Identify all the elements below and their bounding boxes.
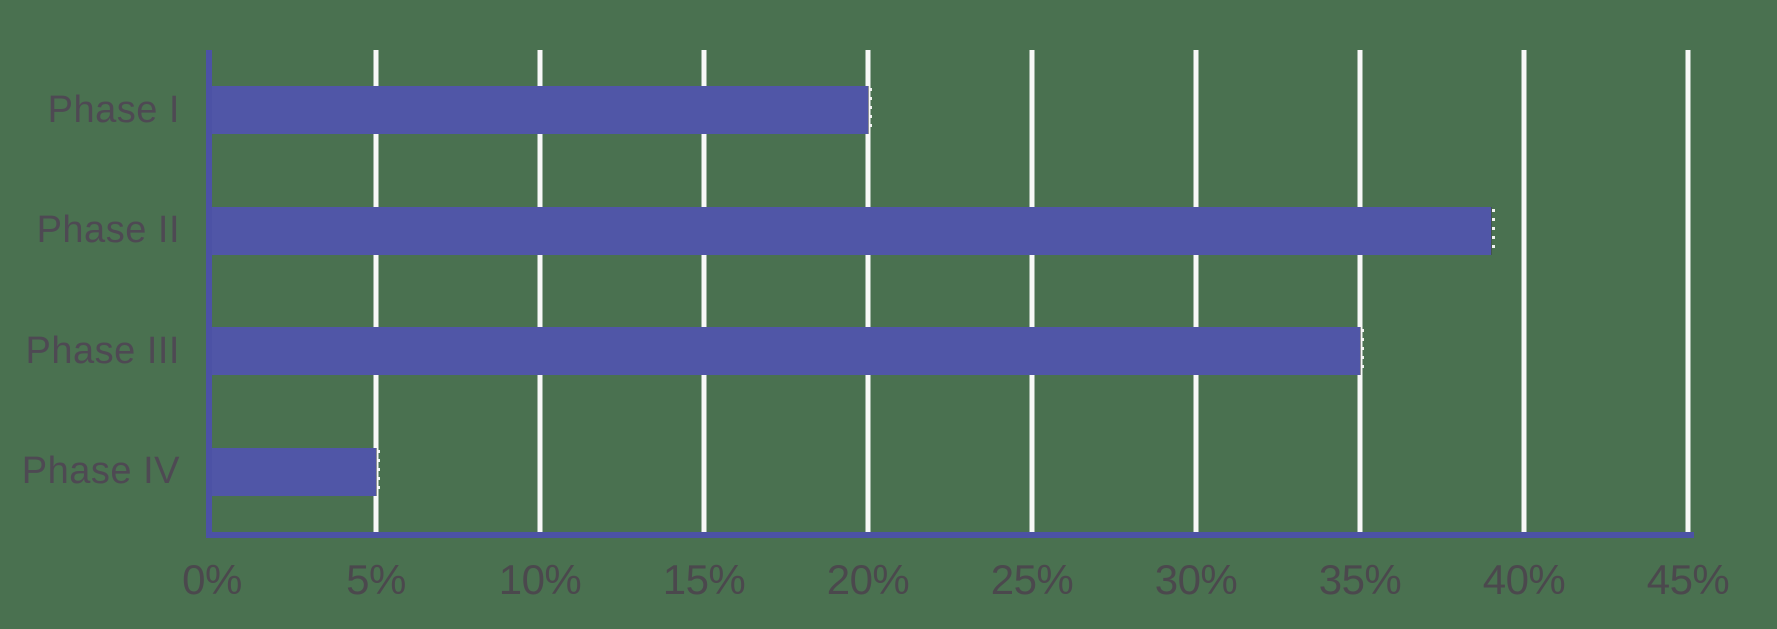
x-tick-label: 30% [1154,556,1238,603]
x-tick-label: 35% [1318,556,1402,603]
bar-band [212,171,1688,292]
bar-band [212,412,1688,533]
x-tick-label: 40% [1482,556,1566,603]
x-tick-label: 45% [1646,556,1730,603]
y-axis-line [206,50,212,538]
bar-phase-i [212,86,872,135]
bar-phase-ii [212,206,1496,255]
gridline [373,50,379,532]
category-label: Phase IV [21,450,180,493]
gridline [537,50,543,532]
bar-band [212,50,1688,171]
x-axis-line [206,532,1694,538]
gridline [1685,50,1691,532]
bar-phase-iii [212,327,1364,376]
x-tick-label: 25% [990,556,1074,603]
gridline [1357,50,1363,532]
x-tick-label: 0% [182,556,242,603]
gridline [865,50,871,532]
category-label: Phase I [47,88,180,131]
gridline [701,50,707,532]
category-label: Phase III [25,329,180,372]
y-axis-labels: Phase I Phase II Phase III Phase IV [0,50,180,532]
category-label: Phase II [36,209,180,252]
plot-area [212,50,1691,533]
bar-phase-iv [212,447,380,496]
x-tick-label: 15% [662,556,746,603]
gridline [1029,50,1035,532]
x-tick-label: 5% [346,556,406,603]
gridline [1193,50,1199,532]
gridline [1521,50,1527,532]
x-axis-labels: 0% 5% 10% 15% 20% 25% 30% 35% 40% 45% [182,552,1730,612]
x-tick-label: 20% [826,556,910,603]
bar-band [212,291,1688,412]
x-tick-label: 10% [498,556,582,603]
